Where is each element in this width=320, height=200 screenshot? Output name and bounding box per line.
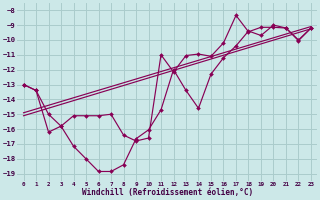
X-axis label: Windchill (Refroidissement éolien,°C): Windchill (Refroidissement éolien,°C) xyxy=(82,188,253,197)
